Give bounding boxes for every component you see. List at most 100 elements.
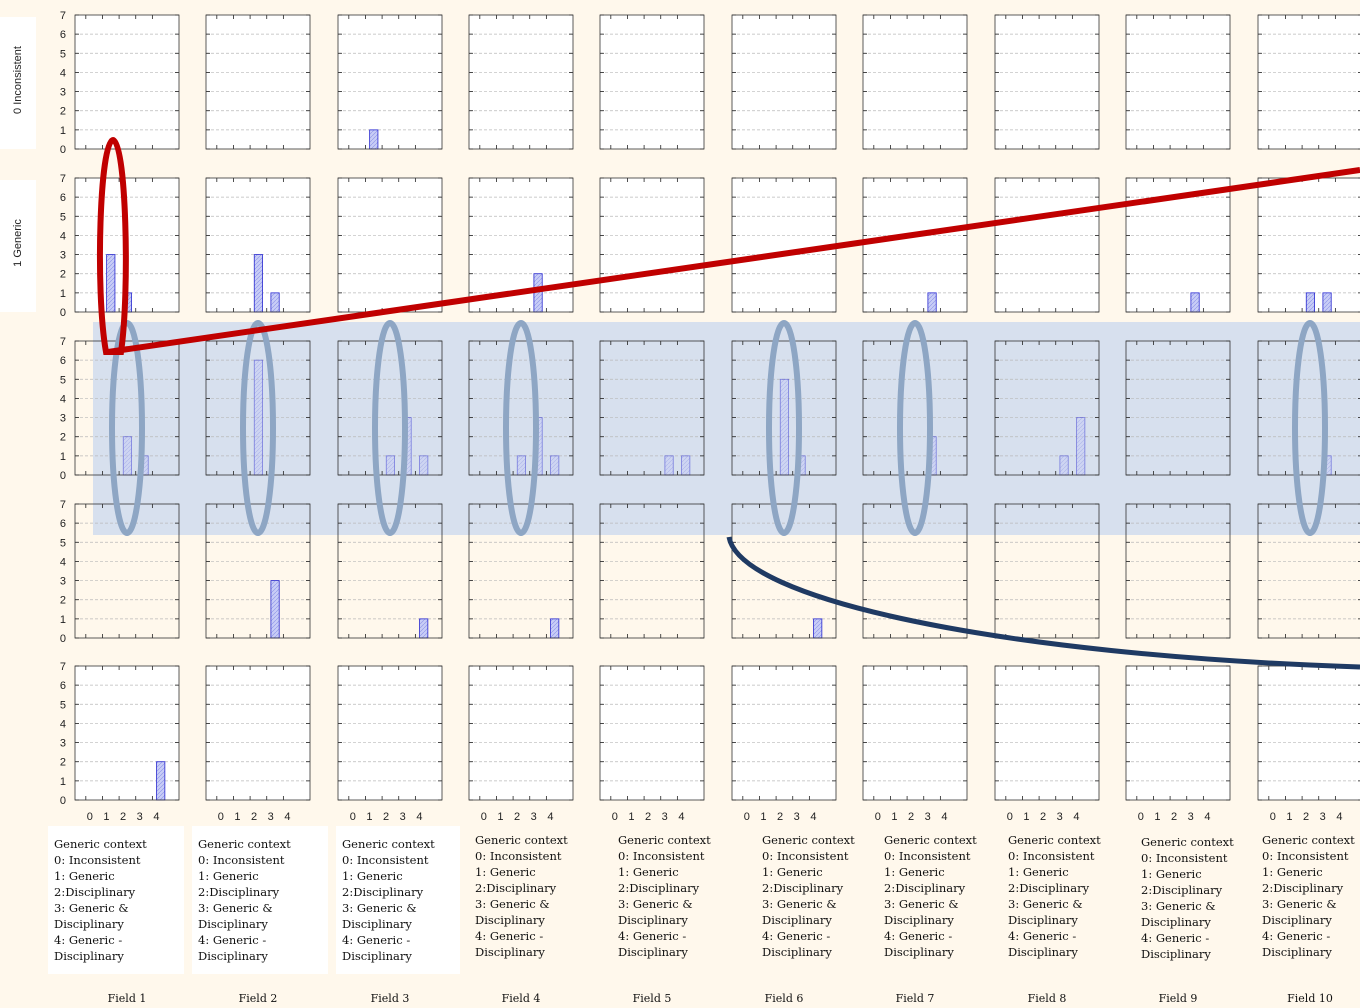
panel-frame [468,14,574,150]
panel-frame [1257,503,1360,639]
y-tick-label: 0 [60,307,66,319]
legend-line: 2:Disciplinary [198,885,280,899]
x-tick-label: 0 [481,811,487,823]
x-tick-label: 3 [1057,811,1063,823]
panel-field9-row2 [1125,340,1231,476]
panel-background [600,178,704,312]
panel-frame [862,14,968,150]
x-tick-label: 0 [744,811,750,823]
legend-line: 2:Disciplinary [762,881,844,895]
panel-frame [994,503,1100,639]
x-tick-label: 1 [103,811,109,823]
panel-background [1126,15,1230,149]
legend-line: 3: Generic & [762,897,837,911]
x-tick-label: 1 [234,811,240,823]
x-tick-label: 2 [1303,811,1309,823]
x-tick-label: 3 [1188,811,1194,823]
legend-line: 0: Inconsistent [475,849,562,863]
field-label-10: Field 10 [1287,992,1333,1005]
legend-line: 0: Inconsistent [1008,849,1095,863]
panel-frame [337,14,443,150]
highlight-ellipse [1292,320,1328,536]
legend-line: Disciplinary [475,913,545,927]
x-tick-label: 4 [810,811,816,823]
panel-frame [862,340,968,476]
panel-frame [468,340,574,476]
legend-line: 1: Generic [1141,867,1202,881]
bar-field8-row2-cat4 [1076,417,1086,476]
y-tick-label: 5 [60,699,66,711]
panel-frame [862,665,968,801]
x-tick-label: 0 [875,811,881,823]
x-tick-label: 0 [218,811,224,823]
legend-line: Disciplinary [54,917,124,931]
legend-line: 2:Disciplinary [1262,881,1344,895]
bar-field4-row3-cat4 [550,618,560,639]
panel-background [600,15,704,149]
bar-field9-row1-cat3 [1190,292,1200,313]
y-tick-label: 3 [60,738,66,750]
legend-line: Disciplinary [884,913,954,927]
panel-background [732,178,836,312]
panel-frame [599,665,705,801]
x-tick-label: 3 [925,811,931,823]
x-tick-label: 1 [497,811,503,823]
legend-line: 4: Generic - [884,929,953,943]
panel-background [206,666,310,800]
y-tick-label: 1 [60,451,66,463]
panel-frame [1257,340,1360,476]
panel-field8-row0 [994,14,1100,150]
panel-background [863,666,967,800]
panel-background [863,178,967,312]
legend-box-field5: Generic context 0: Inconsistent 1: Generic… [612,822,736,962]
bar-field2-row2-cat2 [253,359,263,476]
legend-line: 4: Generic - [762,929,831,943]
legend-line: Disciplinary [1262,913,1332,927]
bar-field8-row2-cat3 [1059,455,1069,476]
legend-line: 1: Generic [618,865,679,879]
x-tick-label: 2 [251,811,257,823]
panel-frame [74,14,180,150]
x-tick-label: 3 [1320,811,1326,823]
panel-frame [337,340,443,476]
panel-frame [994,665,1100,801]
panel-field7-row2 [862,340,968,476]
bar-field4-row2-cat2 [516,455,526,476]
legend-line: Disciplinary [1008,945,1078,959]
y-tick-label: 3 [60,413,66,425]
legend-box-field6: Generic context 0: Inconsistent 1: Generic… [756,822,880,962]
x-tick-label: 3 [268,811,274,823]
panel-frame [599,14,705,150]
y-tick-label: 5 [60,374,66,386]
legend-line: 3: Generic & [1141,899,1216,913]
legend-line: 1: Generic [884,865,945,879]
x-tick-label: 0 [1270,811,1276,823]
panel-background [1258,178,1360,312]
panel-field1-row0: 0 1 2 3 4 5 6 7 [60,10,180,156]
y-tick-label: 6 [60,680,66,692]
y-tick-label: 0 [60,795,66,807]
y-tick-label: 6 [60,29,66,41]
field-label-4: Field 4 [501,992,541,1005]
highlight-ellipse [766,320,802,536]
y-tick-label: 5 [60,211,66,223]
highlight-ellipse [372,320,408,536]
x-tick-label: 1 [628,811,634,823]
panel-field10-row0 [1257,14,1360,150]
x-tick-label: 4 [547,811,553,823]
legend-line: Disciplinary [54,949,124,963]
x-tick-label: 4 [416,811,422,823]
panel-field5-row1 [599,177,705,313]
panel-frame [599,177,705,313]
navy-curve [726,536,1360,670]
panel-frame [205,503,311,639]
legend-box-field10: Generic context 0: Inconsistent 1: Generic… [1256,822,1356,962]
y-tick-label: 0 [60,470,66,482]
legend-line: 0: Inconsistent [1262,849,1349,863]
panel-field3-row0 [337,14,443,150]
panel-frame [205,177,311,313]
panel-frame [1125,14,1231,150]
